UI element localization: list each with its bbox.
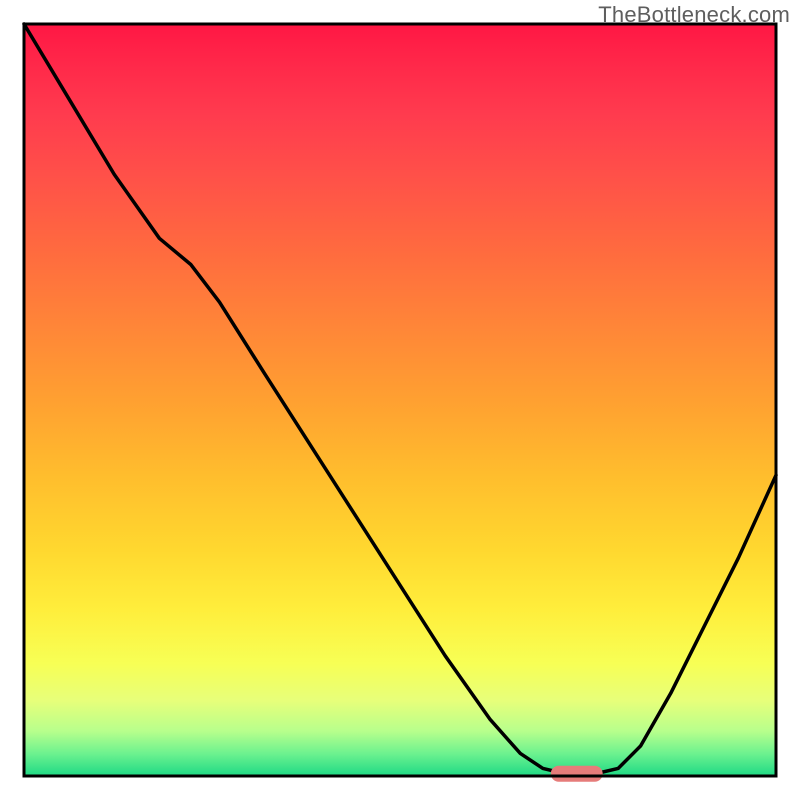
chart-background [24,24,776,776]
bottleneck-chart: TheBottleneck.com [0,0,800,800]
optimal-marker [551,766,603,782]
chart-svg [0,0,800,800]
watermark-text: TheBottleneck.com [598,2,790,28]
